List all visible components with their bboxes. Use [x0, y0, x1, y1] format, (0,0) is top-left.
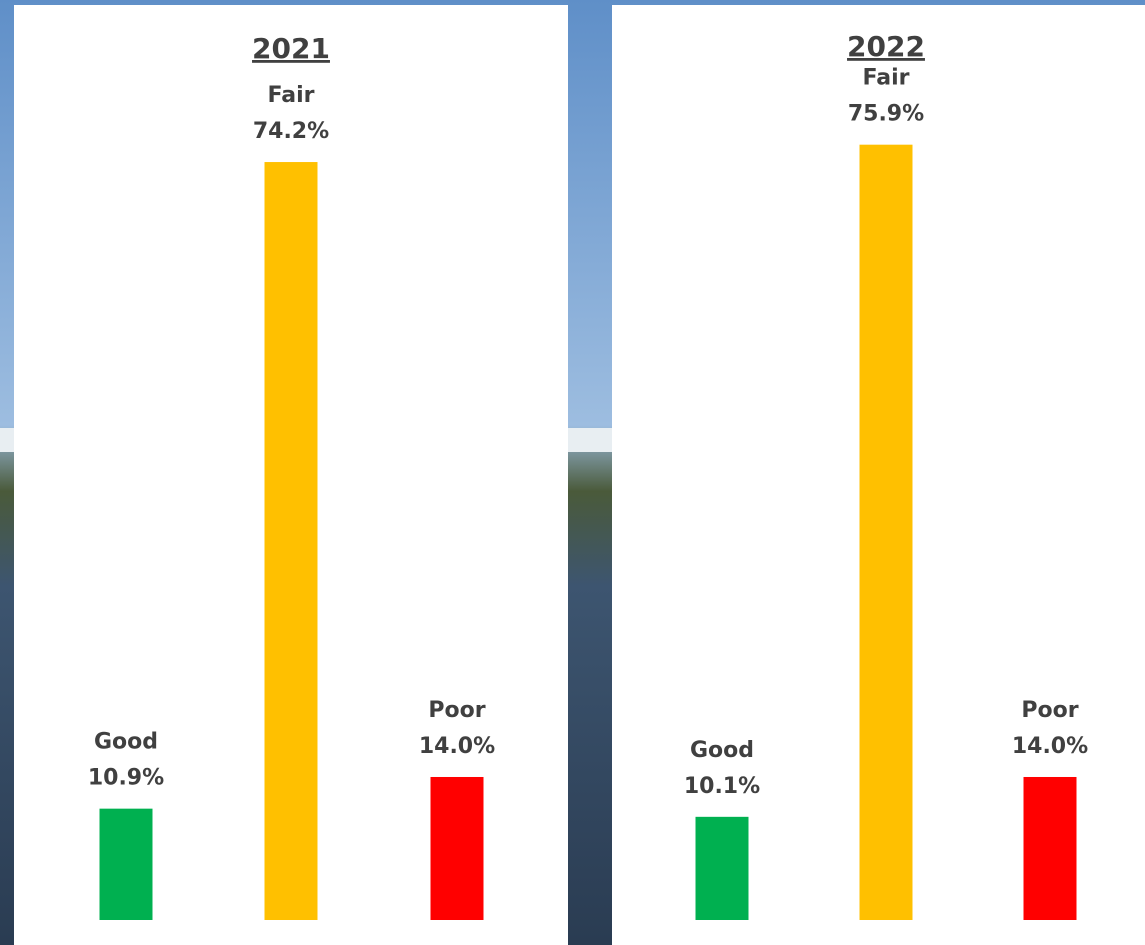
bridge-deck: [0, 428, 14, 452]
category-label: Poor: [1021, 698, 1078, 723]
value-label: 74.2%: [253, 119, 329, 144]
value-label: 14.0%: [419, 734, 495, 759]
bar: [430, 776, 484, 920]
bar: [1023, 776, 1077, 920]
value-label: 10.1%: [684, 774, 760, 799]
category-label: Poor: [428, 698, 485, 723]
bar: [264, 162, 318, 920]
bar: [99, 808, 153, 920]
value-label: 75.9%: [848, 102, 924, 127]
bar: [695, 816, 749, 920]
category-label: Good: [94, 730, 158, 755]
chart-title: 2021: [252, 32, 330, 65]
bridge-deck: [568, 428, 612, 452]
category-label: Good: [690, 738, 754, 763]
category-label: Fair: [268, 83, 315, 108]
bar: [859, 144, 913, 920]
value-label: 14.0%: [1012, 734, 1088, 759]
category-label: Fair: [863, 66, 910, 91]
value-label: 10.9%: [88, 766, 164, 791]
chart-title: 2022: [847, 30, 925, 63]
